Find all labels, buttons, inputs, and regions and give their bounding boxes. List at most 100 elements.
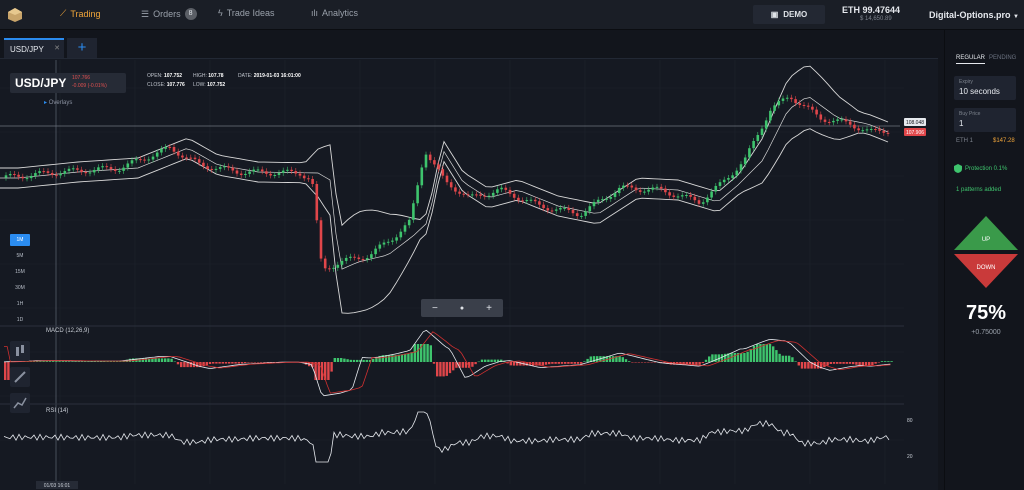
up-button[interactable]: UP	[954, 216, 1018, 252]
overlays-toggle[interactable]: ▸ Overlays	[44, 99, 72, 106]
candle	[496, 189, 499, 193]
candle	[323, 258, 327, 269]
nav-trading[interactable]: ⟋ Trading	[60, 8, 101, 19]
candle	[403, 225, 407, 232]
candle	[731, 175, 734, 179]
macd-bar	[336, 358, 340, 362]
zoom-out-button[interactable]: −	[432, 302, 438, 314]
chart-canvas[interactable]: 108.048 107.906 80 20 01/03 16:01	[0, 0, 938, 490]
macd-bar	[628, 361, 631, 362]
macd-bar	[826, 362, 829, 366]
macd-bar	[788, 355, 791, 362]
nav-trading-label: Trading	[70, 8, 101, 19]
candle	[340, 260, 344, 265]
candle	[50, 172, 54, 175]
macd-bar	[781, 355, 784, 362]
macd-bar	[612, 356, 615, 362]
timeframe-30m[interactable]: 30M	[15, 285, 25, 291]
macd-bar	[167, 358, 170, 362]
candle	[848, 121, 852, 125]
macd-bar	[7, 362, 10, 380]
rsi-line	[3, 411, 890, 463]
candle	[399, 231, 403, 238]
macd-bar	[189, 362, 192, 368]
rsi-level-80: 80	[907, 418, 913, 424]
candle	[67, 168, 71, 172]
candle	[806, 105, 810, 107]
tab-usdjpy[interactable]: USD/JPY ✕	[4, 38, 64, 58]
nav-trade-ideas[interactable]: ϟ Trade Ideas	[218, 8, 274, 18]
macd-bar	[461, 362, 464, 368]
candle	[265, 171, 268, 174]
candle	[685, 194, 688, 196]
macd-bar	[199, 362, 202, 368]
candle	[260, 169, 264, 172]
candle	[672, 195, 676, 197]
add-tab-button[interactable]: +	[67, 38, 97, 58]
timeframe-1m[interactable]: 1M	[10, 234, 30, 246]
macd-bar	[631, 362, 634, 363]
tab-pending[interactable]: PENDING	[989, 55, 1017, 61]
candle-type-button[interactable]	[10, 341, 30, 361]
candle	[487, 195, 491, 197]
macd-bar	[548, 362, 551, 365]
expiry-field[interactable]: Expiry 10 seconds	[954, 76, 1016, 100]
candle	[256, 169, 260, 171]
nav-analytics[interactable]: ılı Analytics	[311, 8, 358, 18]
macd-bar	[436, 362, 439, 377]
candle	[697, 200, 701, 204]
draw-tool-button[interactable]	[10, 367, 30, 387]
candle	[92, 169, 96, 173]
macd-bar	[154, 358, 157, 362]
macd-bar	[704, 359, 708, 362]
timeframe-15m[interactable]: 15M	[15, 269, 25, 275]
candle	[294, 171, 298, 174]
macd-bar	[234, 362, 237, 364]
macd-bar	[144, 358, 148, 362]
timeframe-5m[interactable]: 5M	[16, 253, 24, 259]
candle	[454, 187, 457, 192]
candle	[727, 178, 730, 180]
macd-bar	[797, 362, 800, 366]
price-tag-upper	[904, 118, 926, 126]
macd-bar	[71, 361, 74, 362]
band-middle	[0, 97, 889, 270]
candle	[815, 109, 818, 115]
indicators-button[interactable]	[10, 393, 30, 413]
macd-bar	[340, 358, 343, 362]
protection-info[interactable]: Protection 0.1%	[954, 164, 1007, 173]
macd-bar	[253, 362, 256, 363]
bar-chart-icon: ılı	[311, 8, 319, 18]
timeframe-1h[interactable]: 1H	[16, 301, 24, 307]
close-icon[interactable]: ✕	[54, 45, 60, 52]
tab-regular[interactable]: REGULAR	[956, 55, 986, 64]
zoom-reset-button[interactable]: ●	[459, 304, 465, 312]
macd-bar	[375, 357, 378, 362]
logo-icon[interactable]	[6, 6, 24, 24]
chart-area[interactable]	[0, 58, 938, 490]
macd-bar	[855, 362, 858, 365]
down-button[interactable]: DOWN	[954, 252, 1018, 288]
candle	[307, 178, 310, 180]
zoom-in-button[interactable]: +	[486, 302, 492, 314]
candle	[500, 187, 503, 190]
candle	[227, 166, 230, 168]
macd-bar	[218, 362, 221, 364]
candle	[559, 207, 562, 210]
macd-bar	[208, 362, 212, 364]
macd-bar	[528, 362, 532, 366]
ohlc-low: LOW: 107.752	[193, 82, 225, 88]
nav-orders[interactable]: ☰ Orders 8	[141, 8, 197, 20]
account-menu[interactable]: Digital-Options.pro ▼	[929, 10, 1019, 20]
macd-bar	[458, 362, 461, 368]
buy-price-field[interactable]: Buy Price 1	[954, 108, 1016, 132]
macd-bar	[762, 344, 765, 362]
timeframe-1d[interactable]: 1D	[16, 317, 24, 323]
macd-bar	[404, 353, 407, 362]
symbol-box[interactable]: USD/JPY 107.766 -0.009 (-0.01%)	[10, 73, 126, 93]
candle	[714, 185, 718, 192]
macd-bar	[845, 362, 848, 364]
demo-button[interactable]: ▣ DEMO	[753, 5, 825, 24]
macd-bar	[778, 353, 781, 362]
candle	[172, 147, 176, 152]
